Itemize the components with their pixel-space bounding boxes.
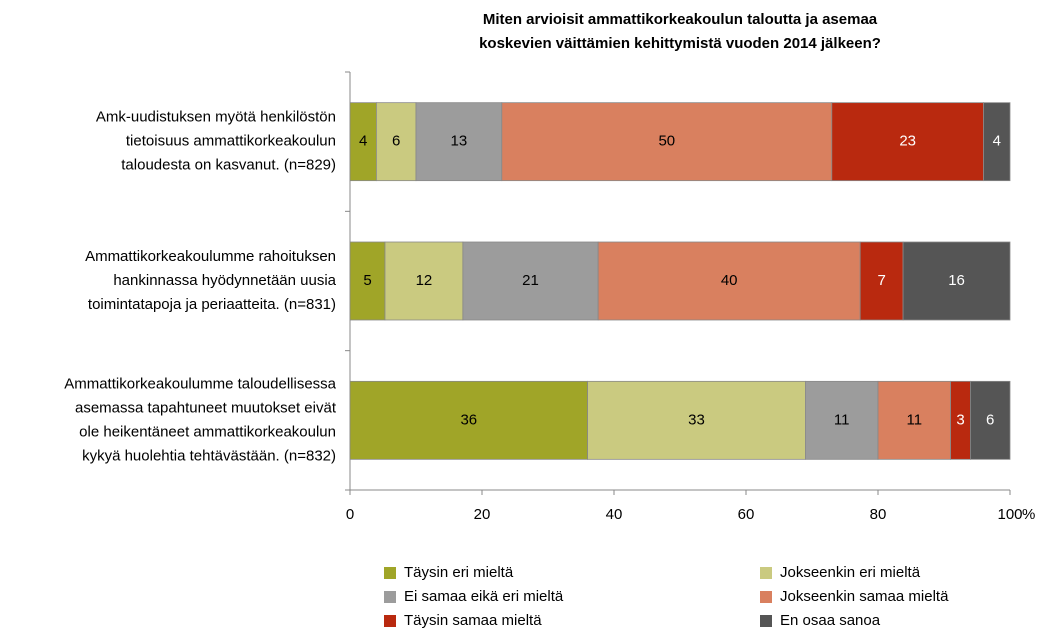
- x-axis-label: %: [1022, 506, 1035, 523]
- bar-segment: [349, 102, 377, 182]
- category-label: Ammattikorkeakoulumme rahoituksen: [85, 248, 336, 265]
- x-tick-label: 80: [870, 506, 887, 523]
- bar-segment: [859, 241, 904, 321]
- data-label: 5: [363, 272, 371, 289]
- data-label: 16: [948, 272, 965, 289]
- x-tick-label: 60: [738, 506, 755, 523]
- category-label: Amk-uudistuksen myötä henkilöstön: [96, 109, 336, 126]
- category-label: Ammattikorkeakoulumme taloudellisessa: [64, 375, 336, 392]
- bar-segment: [877, 380, 951, 460]
- legend-label: Täysin samaa mieltä: [404, 612, 542, 629]
- legend-swatch: [384, 567, 396, 579]
- category-label: kykyä huolehtia tehtävästään. (n=832): [82, 447, 336, 464]
- legend-label: Täysin eri mieltä: [404, 564, 514, 581]
- data-label: 23: [899, 133, 916, 150]
- data-label: 11: [907, 411, 923, 428]
- bar-segment: [805, 380, 879, 460]
- x-tick-label: 0: [346, 506, 354, 523]
- bar-segment: [415, 102, 503, 182]
- bar-segment: [831, 102, 984, 182]
- data-label: 13: [451, 133, 468, 150]
- data-label: 3: [956, 411, 964, 428]
- category-label: hankinnassa hyödynnetään uusia: [113, 272, 336, 289]
- bar-segment: [597, 241, 861, 321]
- legend-swatch: [384, 591, 396, 603]
- legend-label: En osaa sanoa: [780, 612, 881, 629]
- category-label: asemassa tapahtuneet muutokset eivät: [75, 399, 337, 416]
- data-label: 7: [877, 272, 885, 289]
- bar-segment: [384, 241, 464, 321]
- data-label: 4: [993, 133, 1001, 150]
- data-label: 33: [688, 411, 705, 428]
- bar-segment: [375, 102, 417, 182]
- legend-label: Ei samaa eikä eri mieltä: [404, 588, 564, 605]
- legend-label: Jokseenkin samaa mieltä: [780, 588, 949, 605]
- data-label: 21: [522, 272, 539, 289]
- category-label: tietoisuus ammattikorkeakoulun: [126, 133, 336, 150]
- data-label: 6: [392, 133, 400, 150]
- x-tick-label: 20: [474, 506, 491, 523]
- x-tick-label: 40: [606, 506, 623, 523]
- data-label: 6: [986, 411, 994, 428]
- legend-swatch: [384, 615, 396, 627]
- category-label: taloudesta on kasvanut. (n=829): [121, 157, 336, 174]
- data-label: 12: [416, 272, 433, 289]
- data-label: 4: [359, 133, 367, 150]
- data-label: 50: [658, 133, 675, 150]
- x-tick-label: 100: [997, 506, 1022, 523]
- bar-segment: [349, 241, 386, 321]
- legend-swatch: [760, 591, 772, 603]
- legend-swatch: [760, 567, 772, 579]
- bar-segment: [462, 241, 599, 321]
- bar-segment: [970, 380, 1011, 460]
- legend-swatch: [760, 615, 772, 627]
- bar-segment: [349, 380, 589, 460]
- data-label: 36: [460, 411, 477, 428]
- data-label: 40: [721, 272, 738, 289]
- bar-segment: [501, 102, 833, 182]
- chart-title: Miten arvioisit ammattikorkeakoulun talo…: [483, 11, 878, 28]
- category-label: toimintatapoja ja periaatteita. (n=831): [88, 296, 336, 313]
- bar-segment: [983, 102, 1011, 182]
- chart-title: koskevien väittämien kehittymistä vuoden…: [479, 35, 881, 52]
- bar-segment: [587, 380, 806, 460]
- legend-label: Jokseenkin eri mieltä: [780, 564, 921, 581]
- data-label: 11: [834, 411, 850, 428]
- bar-segment: [902, 241, 1011, 321]
- category-label: ole heikentäneet ammattikorkeakoulun: [79, 423, 336, 440]
